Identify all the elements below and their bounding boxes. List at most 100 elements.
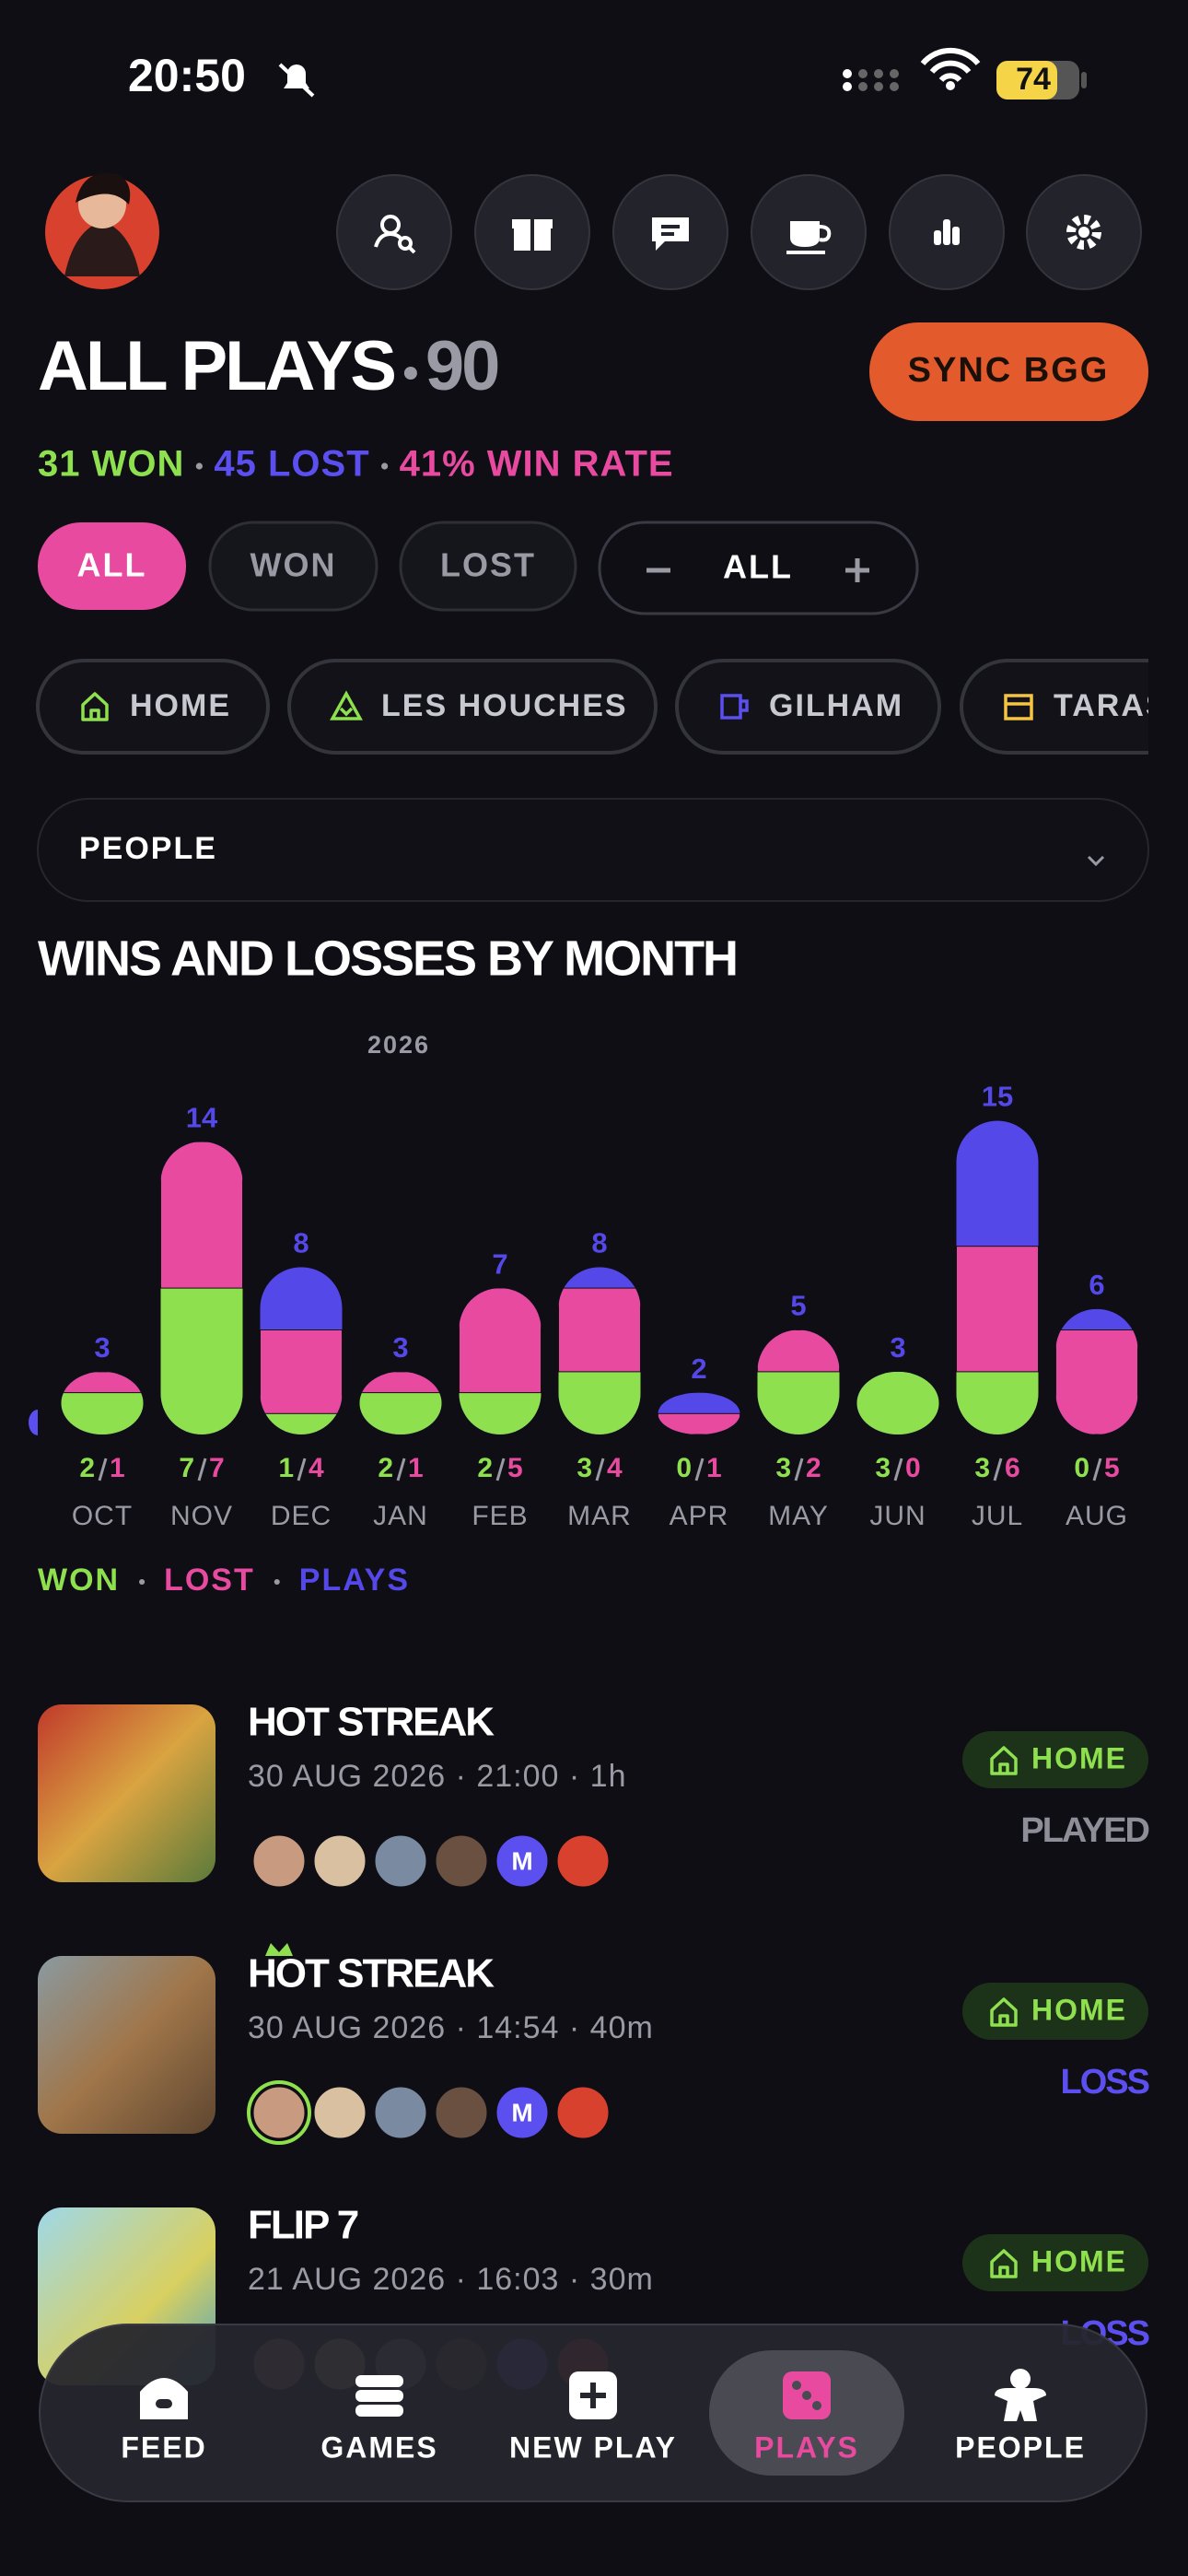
- player-avatar: [554, 2084, 611, 2141]
- signal-dot: [843, 69, 852, 78]
- wifi-dot: [946, 81, 955, 90]
- won-label: 2: [378, 1453, 393, 1483]
- bar-stack: [757, 1329, 840, 1434]
- sync-button-label: SYNC BGG: [908, 351, 1110, 390]
- glyph: [355, 2405, 403, 2417]
- bar-lost: [61, 1371, 144, 1394]
- people-dropdown[interactable]: [37, 798, 1149, 902]
- filter-pill[interactable]: [399, 521, 577, 612]
- play-meta: 30 AUG 2026 · 21:00 · 1h: [248, 1759, 626, 1794]
- bell-slash: [278, 63, 315, 98]
- glyph: [802, 2391, 811, 2400]
- chevron: [1087, 855, 1105, 867]
- separator-dot: [139, 1578, 146, 1586]
- nav-icon[interactable]: [140, 2378, 188, 2419]
- wifi-arc: [920, 47, 981, 66]
- month-label: AUG: [1066, 1501, 1128, 1531]
- sync-button[interactable]: [869, 322, 1148, 421]
- glyph: [952, 227, 960, 245]
- play-meta: 21 AUG 2026 · 16:03 · 30m: [248, 2262, 654, 2297]
- avatar-hair: [76, 173, 131, 205]
- bar-stack: [459, 1288, 542, 1434]
- play-title: FLIP 7: [248, 2203, 358, 2248]
- bar-stack: [956, 1120, 1039, 1434]
- wifi-arc: [929, 60, 972, 75]
- label-slash: [1092, 1458, 1102, 1481]
- wifi-icon: [920, 47, 981, 90]
- player-avatar: [433, 2084, 490, 2141]
- play-title: HOT STREAK: [248, 1951, 495, 1996]
- player-avatar: [433, 1832, 490, 1890]
- location-chip[interactable]: [287, 659, 658, 755]
- player-avatar: [554, 1832, 611, 1890]
- play-result: PLAYED: [1020, 1811, 1148, 1850]
- lost-label: 4: [309, 1453, 324, 1483]
- bar-won: [757, 1371, 840, 1434]
- nav-label: PEOPLE: [955, 2430, 1086, 2464]
- bar-won: [160, 1288, 243, 1434]
- won-label: 1: [278, 1453, 294, 1483]
- month-label: MAR: [567, 1501, 632, 1531]
- icon: [1066, 215, 1101, 250]
- plays-label: 3: [890, 1331, 905, 1364]
- label-slash: [396, 1458, 406, 1481]
- mute-icon: [278, 63, 315, 98]
- glyph: [355, 2375, 403, 2387]
- battery-cap: [1081, 72, 1087, 88]
- month-label: JAN: [373, 1501, 428, 1531]
- won-label: 2: [79, 1453, 95, 1483]
- location-badge-label: HOME: [1031, 1741, 1127, 1774]
- filter-pill[interactable]: [208, 521, 379, 612]
- chart-title: WINS AND LOSSES BY MONTH: [38, 931, 737, 986]
- glyph: [156, 2399, 172, 2408]
- nav-icon[interactable]: [569, 2371, 617, 2419]
- stepper: [598, 521, 919, 615]
- location-chip[interactable]: [675, 659, 941, 755]
- bar-stack: [359, 1371, 442, 1434]
- plays-label: 15: [982, 1081, 1013, 1113]
- location-chip[interactable]: [960, 659, 1188, 755]
- legend-entry: WON: [38, 1563, 120, 1598]
- nav-icon[interactable]: [995, 2369, 1046, 2421]
- bar-lost: [359, 1371, 442, 1394]
- plays-label: 3: [94, 1331, 110, 1364]
- glyph: [355, 2390, 403, 2402]
- nav-label: NEW PLAY: [509, 2430, 677, 2464]
- separator-dot: [195, 463, 203, 470]
- glyph: [1078, 227, 1089, 238]
- icon: [652, 217, 689, 251]
- glyph: [407, 245, 416, 254]
- plays-label: 7: [492, 1247, 507, 1280]
- game-thumbnail[interactable]: [38, 1704, 215, 1882]
- nav-icon[interactable]: [783, 2371, 831, 2419]
- cup-icon: [720, 694, 749, 720]
- plays-label: 5: [790, 1290, 806, 1322]
- won-label: 3: [875, 1453, 891, 1483]
- filter-label: LOST: [440, 546, 536, 584]
- location-chips: HOME LES HOUCHES GILHAM TARAS: [36, 659, 1188, 755]
- stat-won: 31 WON: [38, 444, 184, 485]
- separator-dot: [381, 463, 389, 470]
- icon: [374, 215, 416, 254]
- filter-pill[interactable]: [38, 522, 186, 610]
- box-icon: [1004, 694, 1033, 720]
- won-label: 2: [477, 1453, 493, 1483]
- glyph: [1010, 2369, 1031, 2389]
- glyph: [374, 231, 403, 248]
- bar-lost: [658, 1412, 740, 1434]
- bar-stack: [558, 1267, 641, 1434]
- location-chip[interactable]: [36, 659, 270, 755]
- bar-won: [856, 1371, 939, 1434]
- plays-label: 8: [591, 1227, 607, 1259]
- signal-dot: [843, 82, 852, 91]
- won-label: 3: [577, 1453, 592, 1483]
- game-thumbnail[interactable]: [38, 1956, 215, 2134]
- lost-label: 4: [607, 1453, 623, 1483]
- bar-lost: [558, 1287, 641, 1373]
- nav-icon[interactable]: [355, 2375, 403, 2417]
- avatar-initial: M: [511, 2098, 532, 2126]
- people-label: PEOPLE: [79, 831, 217, 866]
- glyph: [1066, 215, 1101, 250]
- signal-dot: [874, 69, 883, 78]
